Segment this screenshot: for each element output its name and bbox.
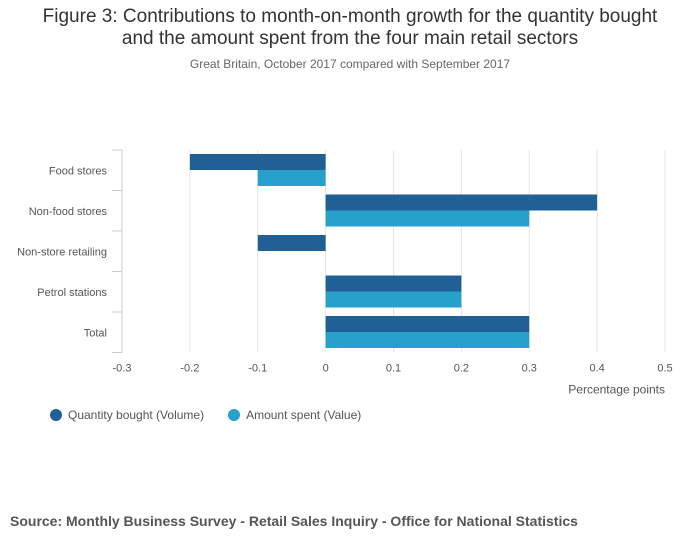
category-label-3: Petrol stations xyxy=(37,287,107,299)
x-tick-label-8: 0.5 xyxy=(657,363,672,375)
bar-volume-1 xyxy=(325,194,598,211)
bar-value-3 xyxy=(325,291,462,308)
bar-volume-4 xyxy=(325,316,530,332)
x-tick-label-5: 0.2 xyxy=(454,363,469,375)
x-tick-label-1: -0.2 xyxy=(180,363,199,375)
chart-title-line-2: and the amount spent from the four main … xyxy=(121,28,579,49)
legend-label-volume: Quantity bought (Volume) xyxy=(68,408,205,422)
category-label-1: Non-food stores xyxy=(29,206,108,218)
legend-marker-volume xyxy=(50,409,62,421)
bar-value-1 xyxy=(325,210,530,227)
bar-volume-0 xyxy=(189,154,326,170)
x-tick-label-6: 0.3 xyxy=(522,363,537,375)
chart-title: Figure 3: Contributions to month-on-mont… xyxy=(0,6,700,50)
bar-volume-2 xyxy=(257,235,326,251)
chart-title-line-1: Figure 3: Contributions to month-on-mont… xyxy=(42,6,658,27)
x-axis-title: Percentage points xyxy=(568,383,665,397)
x-tick-label-2: -0.1 xyxy=(248,363,267,375)
x-tick-label-7: 0.4 xyxy=(589,363,604,375)
bar-value-0 xyxy=(257,170,326,186)
category-label-0: Food stores xyxy=(49,165,108,177)
category-label-4: Total xyxy=(84,327,107,339)
legend-label-value: Amount spent (Value) xyxy=(246,408,362,422)
x-tick-label-4: 0.1 xyxy=(386,363,401,375)
chart-subtitle: Great Britain, October 2017 compared wit… xyxy=(189,57,511,71)
chart-legend: Quantity bought (Volume) Amount spent (V… xyxy=(50,408,361,422)
x-tick-label-0: -0.3 xyxy=(113,363,132,375)
source-note: Source: Monthly Business Survey - Retail… xyxy=(10,513,578,529)
legend-item-value[interactable]: Amount spent (Value) xyxy=(228,408,361,422)
x-tick-label-3: 0 xyxy=(323,363,329,375)
bar-chart: Food stores Non-food stores Non-store reta… xyxy=(17,149,673,397)
legend-marker-value xyxy=(228,409,241,421)
bar-value-4 xyxy=(325,332,530,348)
legend-item-volume[interactable]: Quantity bought (Volume) xyxy=(50,408,204,422)
bar-volume-3 xyxy=(325,275,462,292)
category-label-2: Non-store retailing xyxy=(17,246,107,258)
